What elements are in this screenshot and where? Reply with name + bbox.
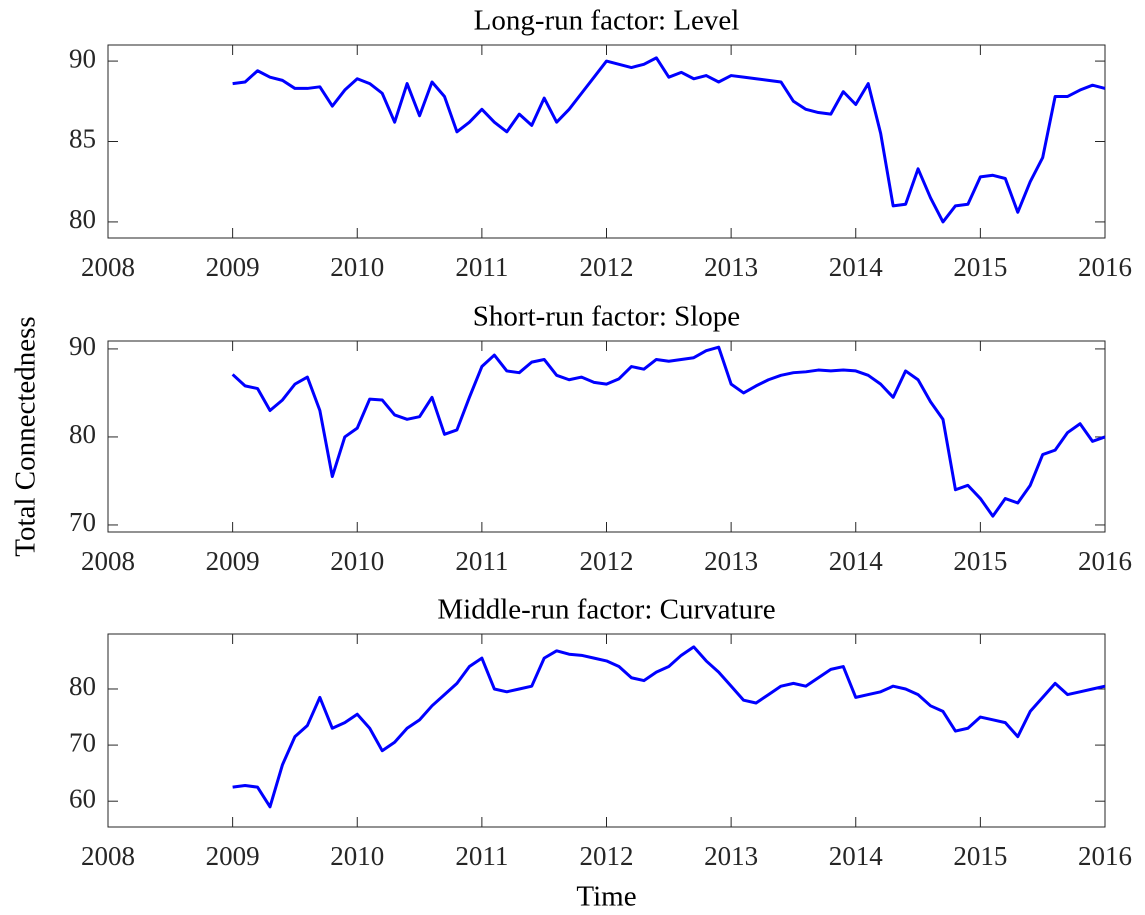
chart-title: Long-run factor: Level bbox=[474, 5, 740, 37]
x-tick-label: 2013 bbox=[704, 252, 758, 282]
y-tick-label: 60 bbox=[69, 783, 96, 813]
x-tick-label: 2013 bbox=[704, 841, 758, 871]
x-tick-label: 2014 bbox=[829, 546, 884, 576]
y-tick-label: 90 bbox=[69, 43, 96, 73]
x-tick-label: 2015 bbox=[953, 546, 1007, 576]
x-tick-label: 2014 bbox=[829, 252, 884, 282]
chart-title: Short-run factor: Slope bbox=[473, 301, 740, 333]
y-tick-label: 80 bbox=[69, 419, 96, 449]
x-tick-label: 2015 bbox=[953, 841, 1007, 871]
x-tick-label: 2012 bbox=[580, 546, 634, 576]
chart-title: Middle-run factor: Curvature bbox=[437, 594, 775, 626]
y-tick-label: 80 bbox=[69, 671, 96, 701]
y-tick-label: 90 bbox=[69, 331, 96, 361]
x-tick-label: 2009 bbox=[206, 546, 260, 576]
y-axis-label: Total Connectedness bbox=[10, 316, 42, 556]
axes-frame bbox=[107, 340, 1106, 533]
x-tick-label: 2012 bbox=[580, 252, 634, 282]
x-axis-label: Time bbox=[576, 881, 636, 913]
y-tick-label: 70 bbox=[69, 507, 96, 537]
x-tick-label: 2009 bbox=[206, 252, 260, 282]
y-tick-label: 70 bbox=[69, 727, 96, 757]
y-tick-label: 80 bbox=[69, 204, 96, 234]
x-tick-label: 2013 bbox=[704, 546, 758, 576]
data-line bbox=[232, 645, 1106, 809]
data-line bbox=[231, 345, 1106, 518]
x-tick-label: 2011 bbox=[455, 252, 508, 282]
x-tick-label: 2011 bbox=[455, 546, 508, 576]
x-tick-label: 2016 bbox=[1078, 252, 1132, 282]
x-tick-label: 2009 bbox=[206, 841, 260, 871]
x-tick-label: 2010 bbox=[330, 841, 384, 871]
x-tick-label: 2008 bbox=[81, 252, 135, 282]
x-tick-label: 2015 bbox=[953, 252, 1007, 282]
x-tick-label: 2014 bbox=[829, 841, 884, 871]
x-tick-label: 2016 bbox=[1078, 841, 1132, 871]
x-tick-label: 2012 bbox=[580, 841, 634, 871]
x-tick-label: 2008 bbox=[81, 841, 135, 871]
y-tick-label: 85 bbox=[69, 124, 96, 154]
x-tick-label: 2010 bbox=[330, 546, 384, 576]
x-tick-label: 2008 bbox=[81, 546, 135, 576]
data-line bbox=[232, 56, 1106, 224]
axes-frame bbox=[107, 44, 1106, 239]
x-tick-label: 2011 bbox=[455, 841, 508, 871]
x-tick-label: 2010 bbox=[330, 252, 384, 282]
x-tick-label: 2016 bbox=[1078, 546, 1132, 576]
